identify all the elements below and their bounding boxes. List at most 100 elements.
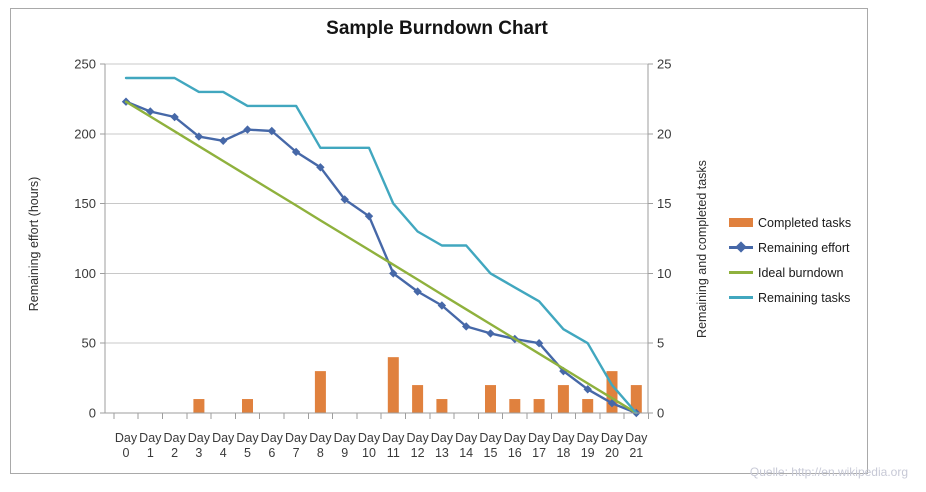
legend-swatch-ideal-burndown [729, 271, 753, 274]
x-label-word: Day [431, 431, 454, 445]
x-label-number: 18 [556, 446, 570, 460]
chart-title: Sample Burndown Chart [326, 18, 548, 39]
diamond-marker [219, 136, 228, 145]
right-tick-label: 25 [657, 57, 671, 72]
line-ideal-burndown [124, 100, 638, 415]
x-label-number: 12 [411, 446, 425, 460]
x-label-number: 20 [605, 446, 619, 460]
diamond-marker [243, 125, 252, 134]
left-axis-tick-labels: 0 50 100 150 200 250 [74, 57, 96, 421]
bars-completed-tasks [193, 357, 642, 413]
diamond-marker [291, 147, 301, 157]
x-label-word: Day [625, 431, 648, 445]
diamond-marker [462, 322, 471, 331]
x-label-number: 7 [293, 446, 300, 460]
legend-item-remaining-effort: Remaining effort [729, 240, 851, 255]
x-label-word: Day [382, 431, 405, 445]
x-label-word: Day [309, 431, 332, 445]
x-label-word: Day [406, 431, 429, 445]
x-label-number: 9 [341, 446, 348, 460]
legend-item-ideal-burndown: Ideal burndown [729, 265, 851, 280]
x-label-number: 15 [484, 446, 498, 460]
diamond-marker [534, 339, 544, 348]
diamond-marker [486, 329, 495, 338]
x-label-word: Day [163, 431, 186, 445]
diamond-marker [364, 211, 374, 221]
x-label-word: Day [358, 431, 381, 445]
right-axis-tick-labels: 0 5 10 15 20 25 [657, 57, 671, 421]
watermark-source-text: Quelle: http://en.wikipedia.org [749, 465, 908, 479]
x-label-word: Day [139, 431, 162, 445]
x-label-word: Day [455, 431, 478, 445]
x-label-number: 13 [435, 446, 449, 460]
diamond-marker [316, 163, 325, 172]
x-label-number: 19 [581, 446, 595, 460]
x-label-word: Day [212, 431, 235, 445]
x-label-number: 6 [268, 446, 275, 460]
legend-label: Remaining tasks [758, 290, 851, 305]
x-axis-labels: Day0Day1Day2Day3Day4Day5Day6Day7Day8Day9… [115, 431, 648, 460]
diamond-marker [389, 269, 398, 278]
x-label-number: 16 [508, 446, 522, 460]
line-remaining-effort [124, 100, 638, 415]
legend-label: Remaining effort [758, 240, 850, 255]
diamond-marker [146, 107, 155, 116]
gridlines [105, 63, 648, 344]
diamond-marker [267, 126, 276, 136]
axes [100, 63, 653, 419]
legend: Completed tasks Remaining effort Ideal bur… [729, 215, 851, 315]
x-label-word: Day [236, 431, 259, 445]
line-remaining-tasks [124, 76, 638, 415]
x-label-word: Day [552, 431, 575, 445]
x-label-number: 4 [220, 446, 227, 460]
left-tick-label: 0 [89, 406, 96, 421]
x-label-number: 8 [317, 446, 324, 460]
x-label-word: Day [504, 431, 527, 445]
x-label-number: 2 [171, 446, 178, 460]
x-label-word: Day [261, 431, 284, 445]
x-label-word: Day [479, 431, 502, 445]
x-label-number: 1 [147, 446, 154, 460]
x-label-number: 5 [244, 446, 251, 460]
right-tick-label: 15 [657, 196, 671, 211]
right-axis-title: Remaining and completed tasks [695, 160, 709, 338]
diamond-marker-icon [735, 241, 747, 253]
diamond-marker [340, 195, 349, 204]
diamond-marker [437, 301, 447, 310]
left-tick-label: 100 [74, 266, 96, 281]
right-tick-label: 10 [657, 266, 671, 281]
markers-remaining-effort [121, 97, 641, 418]
x-label-word: Day [601, 431, 624, 445]
left-tick-label: 150 [74, 196, 96, 211]
x-label-word: Day [528, 431, 551, 445]
x-label-number: 10 [362, 446, 376, 460]
legend-swatch-remaining-effort [729, 241, 753, 253]
legend-swatch-completed-tasks [729, 218, 753, 227]
legend-label: Completed tasks [758, 215, 852, 230]
left-tick-label: 50 [82, 336, 96, 351]
legend-item-completed-tasks: Completed tasks [729, 215, 851, 230]
diamond-marker [607, 399, 617, 408]
legend-item-remaining-tasks: Remaining tasks [729, 290, 851, 305]
right-tick-label: 20 [657, 126, 671, 141]
x-label-number: 14 [459, 446, 473, 460]
x-label-word: Day [577, 431, 600, 445]
legend-label: Ideal burndown [758, 265, 844, 280]
x-label-number: 17 [532, 446, 546, 460]
x-label-number: 3 [195, 446, 202, 460]
x-label-word: Day [188, 431, 211, 445]
chart-frame [10, 8, 868, 474]
right-tick-label: 0 [657, 406, 664, 421]
diamond-marker [583, 385, 592, 394]
x-label-number: 11 [387, 446, 400, 460]
left-tick-label: 250 [74, 57, 96, 72]
right-tick-label: 5 [657, 336, 664, 351]
diamond-marker [194, 132, 204, 141]
diamond-marker [170, 112, 179, 122]
left-tick-label: 200 [74, 126, 96, 141]
left-axis-title: Remaining effort (hours) [27, 176, 41, 312]
x-label-number: 0 [123, 446, 130, 460]
x-label-word: Day [285, 431, 308, 445]
x-label-word: Day [334, 431, 357, 445]
